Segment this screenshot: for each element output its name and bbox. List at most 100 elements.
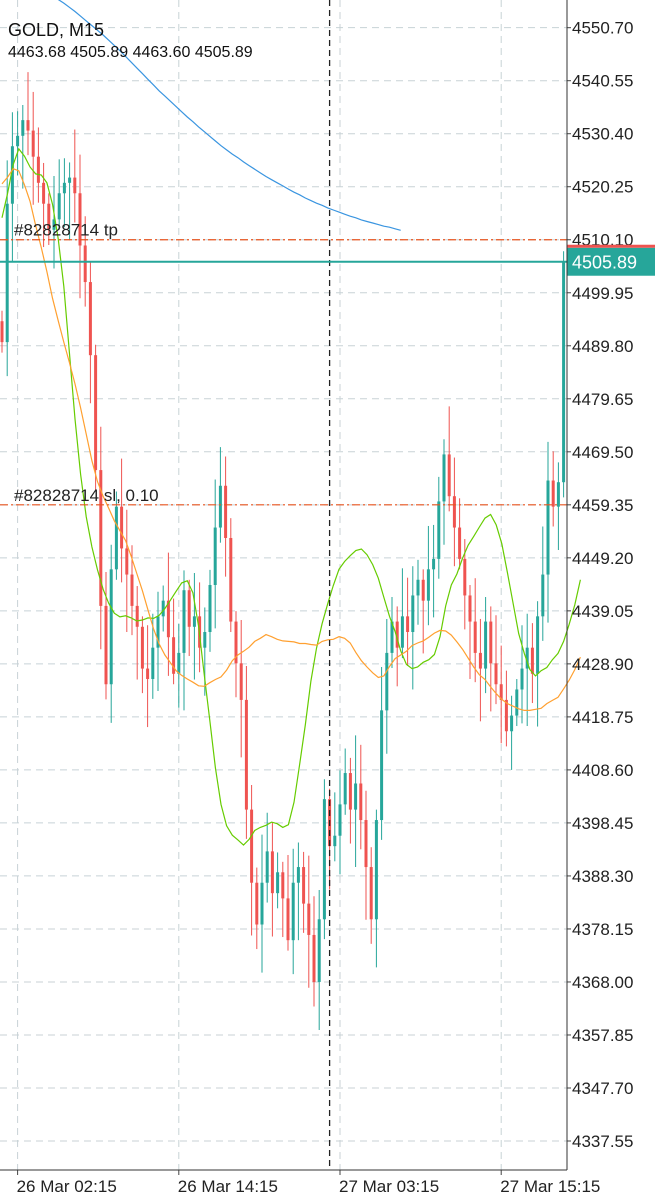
candle-body bbox=[10, 146, 14, 204]
candle-body bbox=[244, 699, 248, 810]
x-tick-label: 26 Mar 02:15 bbox=[17, 1177, 117, 1196]
candle-body bbox=[525, 647, 529, 669]
candle-body bbox=[312, 934, 316, 982]
y-tick-label: 4489.80 bbox=[572, 337, 633, 356]
candle-body bbox=[369, 867, 373, 920]
y-tick-label: 4540.55 bbox=[572, 72, 633, 91]
y-tick-label: 4418.75 bbox=[572, 708, 633, 727]
candle-body bbox=[489, 621, 493, 664]
candle-body bbox=[463, 558, 467, 596]
candle-body bbox=[468, 595, 472, 622]
candle-body bbox=[296, 867, 300, 883]
y-tick-label: 4398.45 bbox=[572, 814, 633, 833]
candle-body bbox=[364, 820, 368, 868]
candle-body bbox=[26, 120, 30, 131]
candle-body bbox=[182, 590, 186, 653]
y-tick-label: 4530.40 bbox=[572, 125, 633, 144]
candle-body bbox=[343, 773, 347, 805]
candle-body bbox=[130, 574, 134, 606]
candle-body bbox=[536, 616, 540, 674]
candle-body bbox=[411, 595, 415, 633]
y-tick-label: 4337.55 bbox=[572, 1132, 633, 1151]
candle-body bbox=[432, 558, 436, 570]
ma_mid-line bbox=[1, 167, 581, 712]
candle-body bbox=[16, 135, 20, 147]
candle-body bbox=[52, 219, 56, 230]
y-tick-label: 4408.60 bbox=[572, 761, 633, 780]
candle-body bbox=[291, 882, 295, 941]
candle-body bbox=[239, 663, 243, 700]
candle-body bbox=[406, 616, 410, 633]
candle-body bbox=[78, 193, 82, 246]
candle-body bbox=[385, 652, 389, 711]
candle-body bbox=[187, 590, 191, 627]
candle-body bbox=[270, 851, 274, 894]
y-tick-label: 4378.15 bbox=[572, 920, 633, 939]
ohlc-readout: 4463.68 4505.89 4463.60 4505.89 bbox=[8, 44, 253, 61]
candle-body bbox=[473, 621, 477, 653]
candle-body bbox=[338, 804, 342, 836]
candle-body bbox=[484, 621, 488, 669]
candle-body bbox=[421, 579, 425, 601]
ma_slow-line bbox=[57, 0, 401, 231]
candle-body bbox=[286, 898, 290, 941]
candle-body bbox=[265, 851, 269, 883]
candle-body bbox=[234, 621, 238, 664]
candle-body bbox=[307, 903, 311, 935]
y-tick-label: 4550.70 bbox=[572, 19, 633, 38]
order-line-label: #82828714 sl, 0.10 bbox=[14, 486, 159, 505]
candle-body bbox=[416, 579, 420, 596]
candle-body bbox=[31, 130, 35, 157]
y-tick-label: 4428.90 bbox=[572, 655, 633, 674]
y-tick-label: 4368.00 bbox=[572, 973, 633, 992]
candle-body bbox=[452, 496, 456, 528]
ma_fast-line bbox=[1, 147, 581, 846]
candle-body bbox=[21, 120, 25, 136]
candle-body bbox=[218, 485, 222, 528]
candle-body bbox=[99, 470, 103, 606]
y-tick-label: 4520.25 bbox=[572, 178, 633, 197]
candle-body bbox=[322, 799, 326, 920]
candle-body bbox=[458, 527, 462, 559]
candle-body bbox=[359, 783, 363, 821]
candle-body bbox=[0, 321, 4, 343]
candle-body bbox=[161, 600, 165, 617]
y-tick-label: 4459.35 bbox=[572, 496, 633, 515]
candle-body bbox=[494, 663, 498, 685]
candle-body bbox=[395, 621, 399, 648]
candle-body bbox=[172, 637, 176, 674]
candle-body bbox=[515, 689, 519, 716]
moving-averages bbox=[1, 0, 581, 846]
candle-body bbox=[281, 872, 285, 899]
candle-body bbox=[255, 882, 259, 925]
candle-body bbox=[94, 355, 98, 471]
candle-body bbox=[73, 177, 77, 194]
candle-body bbox=[354, 783, 358, 810]
last-price-badge bbox=[567, 247, 655, 276]
candle-body bbox=[504, 699, 508, 732]
candle-body bbox=[317, 919, 321, 982]
candle-body bbox=[114, 506, 118, 570]
candle-body bbox=[229, 537, 233, 622]
candle-body bbox=[5, 203, 9, 343]
candle-body bbox=[530, 647, 534, 674]
candle-body bbox=[109, 569, 113, 685]
last-price-badge-top bbox=[567, 244, 655, 248]
order-line-label: #82828714 tp bbox=[14, 221, 118, 240]
candle-body bbox=[374, 820, 378, 920]
candle-body bbox=[42, 182, 46, 204]
candle-body bbox=[499, 684, 503, 700]
candle-body bbox=[302, 867, 306, 904]
candle-body bbox=[203, 632, 207, 648]
candle-body bbox=[47, 203, 51, 230]
candle-body bbox=[260, 882, 264, 925]
candle-body bbox=[562, 261, 566, 483]
y-tick-label: 4449.20 bbox=[572, 549, 633, 568]
symbol-title: GOLD, M15 bbox=[8, 20, 105, 40]
candle-body bbox=[520, 668, 524, 690]
candle-body bbox=[208, 585, 212, 633]
axes: 4550.704540.554530.404520.254510.104499.… bbox=[0, 0, 655, 1196]
candles bbox=[0, 72, 566, 1031]
